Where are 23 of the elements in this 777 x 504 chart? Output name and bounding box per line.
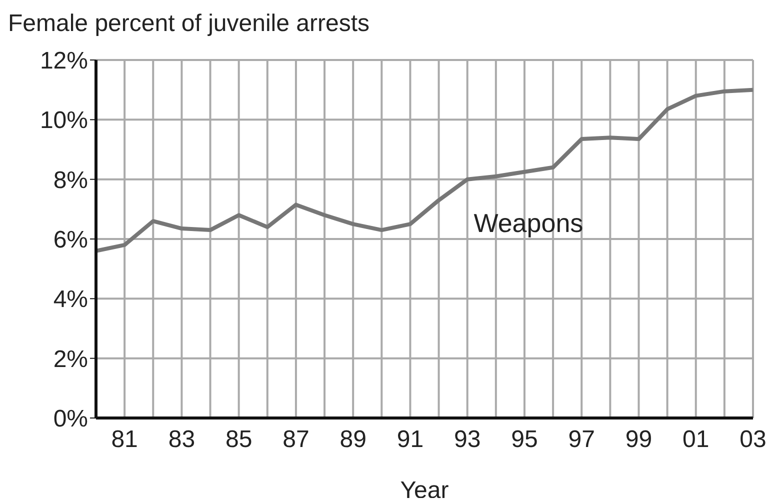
x-tick-label: 01 [682, 426, 710, 454]
x-tick-label: 83 [168, 426, 196, 454]
x-tick-label: 93 [454, 426, 481, 454]
x-tick-label: 95 [511, 426, 538, 454]
x-tick-label: 91 [396, 426, 424, 454]
series-label: Weapons [474, 208, 584, 238]
y-tick-label: 6% [53, 226, 88, 254]
chart-title: Female percent of juvenile arrests [8, 10, 370, 38]
y-tick-label: 10% [40, 107, 88, 134]
y-tick-label: 4% [53, 286, 88, 314]
x-tick-label: 81 [111, 426, 138, 454]
x-tick-label: 85 [225, 426, 252, 454]
x-tick-label: 89 [340, 426, 366, 454]
x-tick-label: 99 [625, 426, 652, 454]
y-tick-label: 8% [53, 166, 88, 194]
x-tick-label: 97 [568, 426, 595, 454]
x-axis-title: Year [400, 477, 449, 504]
y-tick-label: 12% [40, 48, 88, 75]
x-tick-label: 87 [282, 426, 310, 454]
x-tick-label: 03 [740, 426, 766, 454]
y-tick-label: 2% [53, 346, 88, 373]
y-tick-label: 0% [53, 406, 88, 433]
line-series [96, 88, 753, 253]
